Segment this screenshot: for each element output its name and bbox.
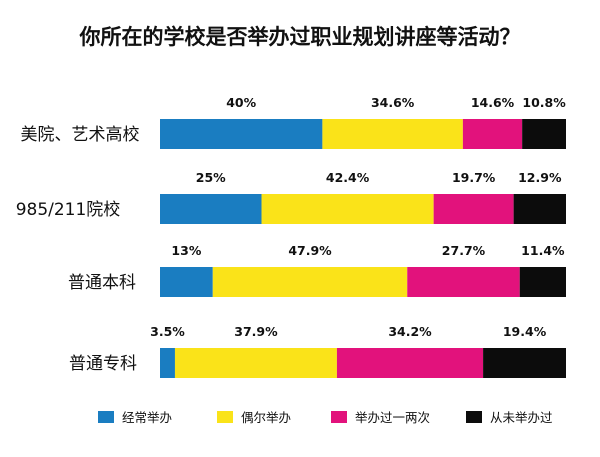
bar-segment <box>212 267 408 297</box>
category-label: 美院、艺术高校 <box>21 125 140 145</box>
bar-segment <box>322 119 463 149</box>
value-label: 40% <box>226 95 256 110</box>
legend-label: 举办过一两次 <box>355 410 430 425</box>
value-label: 19.4% <box>503 324 547 339</box>
legend-swatch <box>98 411 114 423</box>
value-label: 27.7% <box>442 243 486 258</box>
value-label: 25% <box>196 170 226 185</box>
value-label: 37.9% <box>234 324 278 339</box>
value-label: 34.6% <box>371 95 415 110</box>
value-label: 47.9% <box>288 243 332 258</box>
legend-label: 经常举办 <box>122 410 172 425</box>
bar-segment <box>433 194 514 224</box>
bar-segment <box>522 119 566 149</box>
value-label: 3.5% <box>150 324 185 339</box>
bar-segment <box>407 267 520 297</box>
category-label: 985/211院校 <box>16 200 121 220</box>
bar-segment <box>160 348 175 378</box>
bar-segment <box>160 119 323 149</box>
bar-segment <box>160 267 213 297</box>
value-label: 11.4% <box>521 243 565 258</box>
value-label: 13% <box>171 243 201 258</box>
legend: 经常举办 偶尔举办 举办过一两次 从未举办过 <box>98 410 553 425</box>
category-label: 普通本科 <box>68 273 136 293</box>
legend-label: 偶尔举办 <box>241 410 291 425</box>
bar-segment <box>483 348 566 378</box>
chart-title: 你所在的学校是否举办过职业规划讲座等活动？ <box>79 25 521 49</box>
category-label: 普通专科 <box>69 354 137 374</box>
value-labels: 40% 34.6% 14.6% 10.8% 25% 42.4% 19.7% 12.9% 13% 4… <box>150 95 566 339</box>
value-label: 19.7% <box>452 170 496 185</box>
legend-swatch <box>217 411 233 423</box>
value-label: 34.2% <box>388 324 432 339</box>
bars <box>160 119 566 378</box>
bar-segment <box>519 267 566 297</box>
bar-segment <box>462 119 523 149</box>
bar-segment <box>174 348 337 378</box>
value-label: 42.4% <box>326 170 370 185</box>
value-label: 10.8% <box>522 95 566 110</box>
bar-segment <box>513 194 566 224</box>
bar-segment <box>160 194 262 224</box>
legend-swatch <box>466 411 482 423</box>
legend-label: 从未举办过 <box>490 410 553 425</box>
value-label: 12.9% <box>518 170 562 185</box>
value-label: 14.6% <box>471 95 515 110</box>
bar-segment <box>336 348 484 378</box>
bar-segment <box>261 194 434 224</box>
legend-swatch <box>331 411 347 423</box>
